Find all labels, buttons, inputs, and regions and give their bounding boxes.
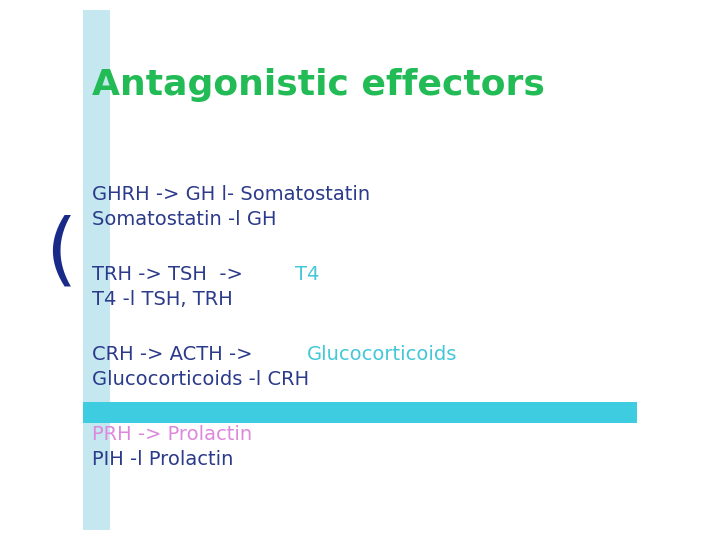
Text: T4: T4 <box>294 265 319 284</box>
Bar <box>83 10 110 530</box>
Text: PRH -> Prolactin: PRH -> Prolactin <box>92 425 252 444</box>
Text: CRH -> ACTH ->: CRH -> ACTH -> <box>92 345 258 364</box>
Text: T4 -l TSH, TRH: T4 -l TSH, TRH <box>92 290 233 309</box>
Text: Glucocorticoids: Glucocorticoids <box>307 345 457 364</box>
Text: Antagonistic effectors: Antagonistic effectors <box>92 68 545 102</box>
Text: PIH -l Prolactin: PIH -l Prolactin <box>92 450 233 469</box>
Text: GHRH -> GH l- Somatostatin: GHRH -> GH l- Somatostatin <box>92 185 370 204</box>
Text: Glucocorticoids -l CRH: Glucocorticoids -l CRH <box>92 370 309 389</box>
Text: TRH -> TSH  ->: TRH -> TSH -> <box>92 265 249 284</box>
Bar <box>83 402 637 423</box>
Text: Somatostatin -l GH: Somatostatin -l GH <box>92 210 276 229</box>
Text: (: ( <box>45 215 77 293</box>
